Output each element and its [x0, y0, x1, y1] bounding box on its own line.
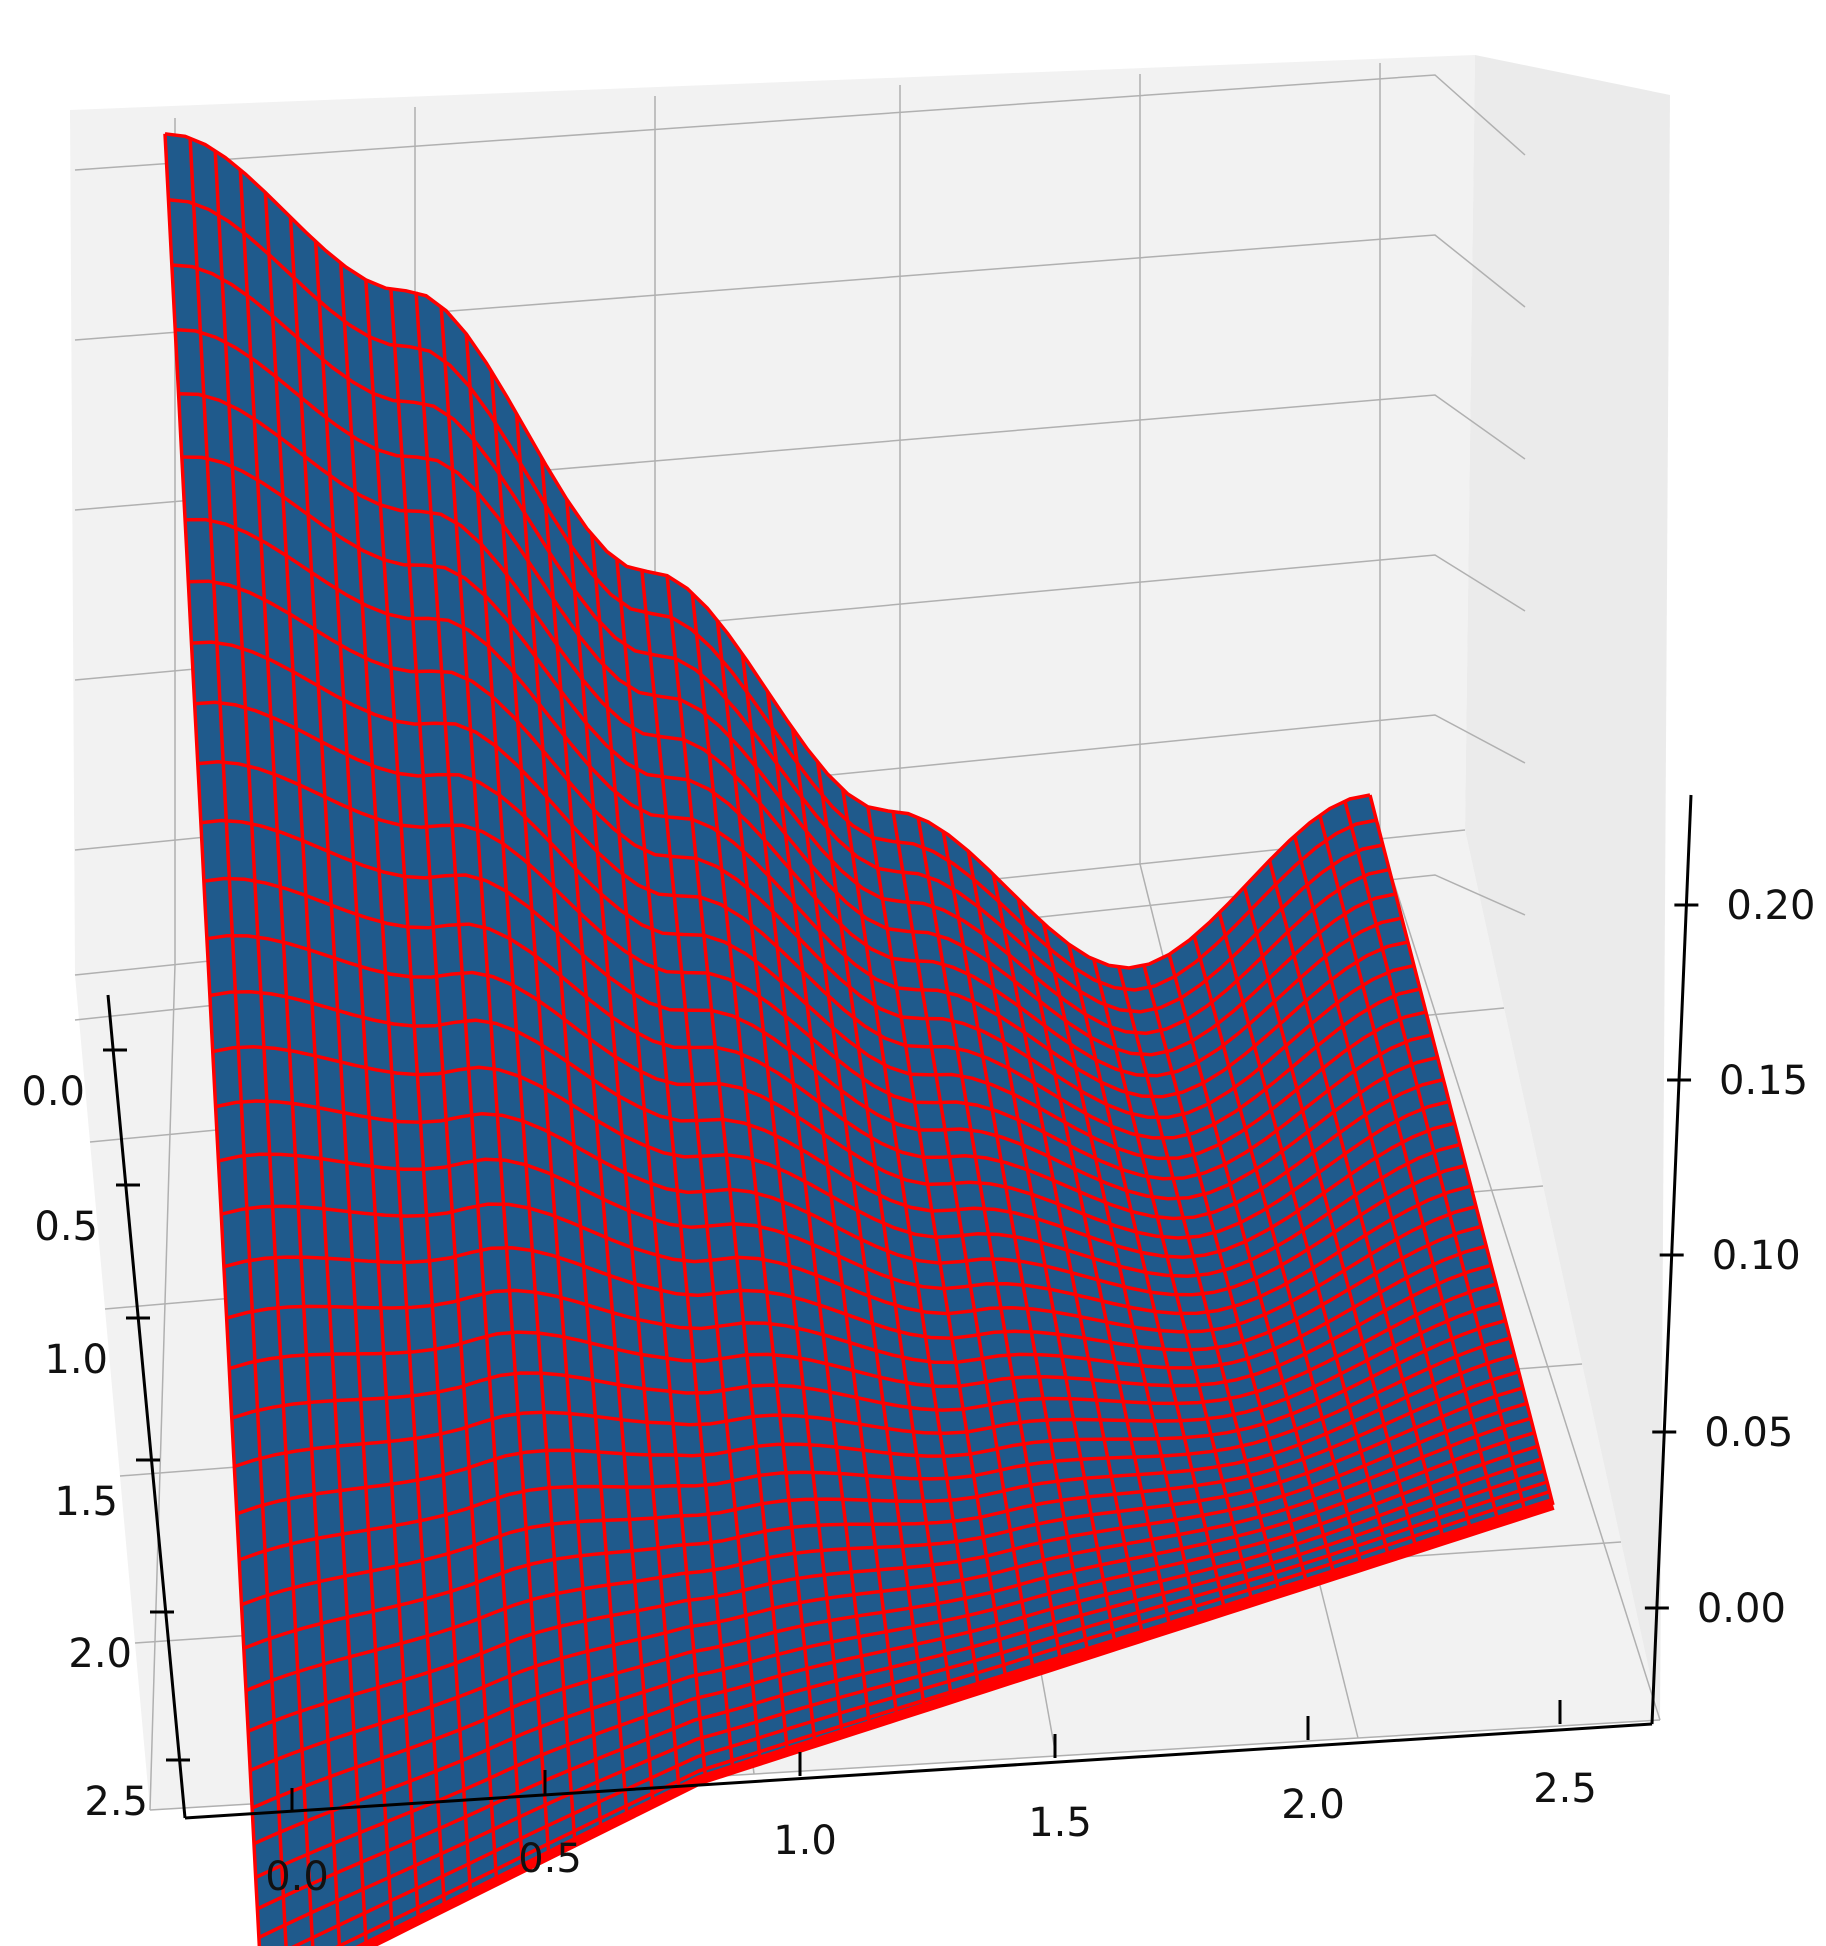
x-tick-label: 0.5 — [518, 1836, 582, 1882]
wireframe-line — [236, 1318, 1506, 1516]
wireframe-line — [228, 1263, 1492, 1389]
wireframe-line — [220, 1202, 1477, 1334]
z-tick-label: 0.00 — [1697, 1586, 1786, 1632]
wireframe-line — [215, 1099, 1466, 1297]
z-axis-line — [1650, 794, 1693, 1725]
wireframe-line — [226, 1244, 1487, 1370]
x-tick-label: 1.0 — [773, 1818, 837, 1864]
wireframe-line — [238, 1336, 1511, 1562]
wireframe-line — [291, 1490, 1551, 1946]
wireframe-line — [251, 1431, 1535, 1810]
axis-lines — [106, 794, 1693, 1820]
wireframe-line — [188, 579, 1415, 1120]
y-tick-label: 0.0 — [21, 1069, 85, 1115]
wireframe-line — [258, 1480, 1548, 1940]
wireframe-line — [218, 1152, 1472, 1316]
wireframe-line — [240, 1353, 1515, 1607]
z-tick-label: 0.05 — [1704, 1410, 1793, 1456]
back-grid-line — [74, 234, 1526, 341]
surface-edge — [355, 1500, 1555, 1946]
wireframe-line — [247, 1401, 1528, 1733]
wireframe-line — [171, 263, 1384, 1014]
y-tick-label: 0.5 — [34, 1204, 98, 1250]
wireframe-line — [191, 640, 1421, 1140]
wireframe-line — [203, 876, 1444, 1221]
y-tick-label: 2.0 — [68, 1631, 132, 1677]
wireframe-line — [231, 1282, 1497, 1420]
x-tick-label: 2.5 — [1533, 1766, 1597, 1812]
back-grid-line — [74, 74, 1526, 171]
wireframe-line — [256, 1469, 1545, 1911]
wireframe-line — [175, 327, 1390, 1036]
floor-grid-line — [149, 964, 176, 1811]
y-tick-label: 1.0 — [44, 1337, 108, 1383]
x-axis-line — [184, 1722, 1653, 1820]
x-tick-label: 2.0 — [1281, 1782, 1345, 1828]
wireframe-line — [223, 1224, 1482, 1352]
x-tick-label: 0.0 — [265, 1854, 329, 1900]
wireframe-line — [254, 1457, 1542, 1879]
y-axis-line — [106, 994, 187, 1819]
wireframe-line — [197, 760, 1433, 1181]
wireframe-line — [243, 1370, 1520, 1650]
z-tick-label: 0.15 — [1719, 1058, 1808, 1104]
wireframe-line — [200, 818, 1439, 1201]
wireframe-line — [178, 391, 1396, 1057]
wireframe-line — [168, 197, 1377, 992]
wireframe-line — [194, 700, 1427, 1161]
wireframe-line — [164, 132, 1371, 970]
wireframe-line — [185, 517, 1409, 1099]
side-pane — [1465, 55, 1670, 1720]
z-tick-label: 0.10 — [1712, 1233, 1801, 1279]
z-axis-ticks: 0.00 0.05 0.10 0.15 0.20 — [1644, 883, 1815, 1632]
wireframe-line — [209, 990, 1456, 1259]
wireframe-line — [212, 1045, 1461, 1278]
surface-plot — [163, 132, 1555, 1946]
wireframe-line — [245, 1386, 1524, 1693]
wireframe-line — [249, 1416, 1532, 1773]
floor-grid-line — [1379, 838, 1661, 1721]
wireframe-line — [253, 1444, 1539, 1846]
x-axis-ticks: 0.0 0.5 1.0 1.5 2.0 2.5 — [265, 1700, 1597, 1900]
y-tick-label: 1.5 — [54, 1479, 118, 1525]
y-tick-label: 2.5 — [84, 1779, 148, 1825]
wireframe-line — [181, 455, 1403, 1078]
wireframe-line — [233, 1300, 1502, 1469]
z-tick-label: 0.20 — [1726, 883, 1815, 929]
wireframe-line — [206, 933, 1450, 1240]
y-axis-ticks: 0.0 0.5 1.0 1.5 2.0 2.5 — [21, 1048, 190, 1825]
x-tick-label: 1.5 — [1028, 1800, 1092, 1846]
